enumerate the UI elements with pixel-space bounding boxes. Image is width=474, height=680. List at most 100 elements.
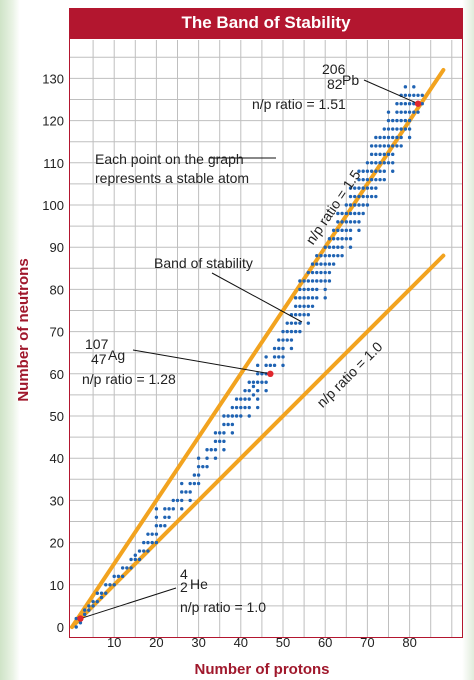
stable-atom-point — [298, 279, 302, 283]
ag-symbol: Ag — [108, 347, 125, 363]
stable-atom-point — [357, 228, 361, 233]
stable-atom-point — [374, 144, 378, 148]
stable-atom-point — [180, 507, 184, 511]
stable-atom-point — [315, 279, 319, 283]
stable-atom-point — [272, 346, 277, 351]
stable-atom-point — [399, 102, 403, 106]
stable-atom-point — [129, 566, 133, 570]
stable-atom-point — [188, 498, 192, 503]
stable-atom-point — [289, 321, 294, 325]
stable-atom-point — [374, 177, 378, 182]
stable-atom-point — [323, 262, 327, 266]
stable-atom-point — [348, 211, 353, 216]
stable-atom-points — [74, 85, 424, 629]
stable-atom-point — [391, 152, 395, 157]
stable-atom-point — [243, 405, 247, 410]
stable-atom-point — [391, 169, 395, 173]
highlighted-point-ag — [267, 370, 274, 377]
stable-atom-point — [395, 144, 399, 148]
stable-atom-point — [357, 203, 361, 207]
stable-atom-point — [327, 237, 332, 241]
stable-atom-point — [133, 557, 137, 562]
stable-atom-point — [315, 296, 319, 300]
stable-atom-point — [327, 262, 332, 266]
stable-atom-point — [331, 245, 336, 249]
stable-atom-point — [361, 177, 365, 182]
stable-atom-point — [382, 169, 386, 173]
stable-atom-point — [331, 253, 336, 258]
stable-atom-point — [125, 566, 129, 570]
stable-atom-point — [205, 464, 209, 469]
stable-atom-point — [395, 135, 399, 140]
stable-atom-point — [323, 296, 327, 300]
stable-atom-point — [407, 135, 412, 140]
stable-atom-point — [374, 152, 378, 157]
stable-atom-point — [302, 296, 306, 300]
stable-atom-point — [327, 253, 332, 258]
stable-atom-point — [91, 599, 95, 604]
stable-atom-point — [310, 262, 315, 266]
stable-atom-point — [374, 135, 378, 140]
stable-atom-point — [361, 203, 365, 207]
stable-atom-point — [378, 177, 382, 182]
stable-atom-point — [319, 253, 323, 258]
stable-atom-point — [416, 110, 420, 114]
stable-atom-point — [361, 169, 365, 173]
stable-atom-point — [319, 279, 323, 283]
stable-atom-point — [378, 161, 382, 165]
stable-atom-point — [353, 220, 357, 224]
stable-atom-point — [285, 338, 289, 342]
stable-atom-point — [386, 161, 391, 165]
stable-atom-point — [95, 591, 100, 595]
stable-atom-point — [255, 380, 260, 384]
stable-atom-point — [142, 549, 146, 553]
stable-atom-point — [386, 135, 391, 140]
right-background-strip — [462, 0, 474, 680]
stable-atom-point — [298, 313, 302, 317]
stable-atom-point — [331, 228, 336, 233]
stable-atom-point — [167, 515, 171, 519]
stable-atom-point — [386, 127, 391, 131]
stable-atom-point — [213, 456, 218, 460]
stable-atom-point — [353, 186, 357, 190]
note-line-1: Each point on the graph — [95, 151, 244, 167]
stable-atom-point — [378, 152, 382, 157]
stable-atom-point — [416, 93, 420, 97]
y-tick-label: 0 — [57, 620, 64, 635]
x-tick-label: 80 — [402, 635, 416, 650]
stable-atom-point — [382, 152, 386, 157]
highlighted-point-he — [77, 615, 84, 622]
stable-atom-point — [293, 296, 298, 300]
stable-atom-point — [184, 490, 188, 494]
ag-ratio-label: n/p ratio = 1.28 — [82, 371, 176, 387]
pb-atomic-number: 82 — [327, 76, 343, 92]
stable-atom-point — [188, 481, 192, 486]
stable-atom-point — [137, 549, 142, 553]
stable-atom-point — [302, 313, 306, 317]
stable-atom-point — [87, 608, 91, 612]
stable-atom-point — [391, 127, 395, 131]
stable-atom-point — [420, 102, 424, 106]
stable-atom-point — [365, 186, 370, 190]
chart-title: The Band of Stability — [69, 8, 463, 38]
stable-atom-point — [365, 169, 370, 173]
stable-atom-point — [222, 439, 226, 444]
stable-atom-point — [289, 329, 294, 334]
stable-atom-point — [260, 380, 264, 384]
stable-atom-point — [323, 245, 327, 249]
stable-atom-point — [99, 591, 104, 595]
stable-atom-point — [391, 161, 395, 165]
stable-atom-point — [82, 608, 87, 612]
stable-atom-point — [154, 532, 159, 536]
stable-atom-point — [255, 405, 260, 410]
stable-atom-point — [382, 161, 386, 165]
stable-atom-point — [315, 287, 319, 292]
stable-atom-point — [99, 595, 104, 600]
y-axis-label: Number of neutrons — [15, 258, 32, 401]
he-leader-line — [80, 587, 177, 620]
stable-atom-point — [374, 186, 378, 190]
stable-atom-point — [298, 304, 302, 308]
stable-atom-point — [340, 245, 344, 249]
stable-atom-point — [310, 287, 315, 292]
